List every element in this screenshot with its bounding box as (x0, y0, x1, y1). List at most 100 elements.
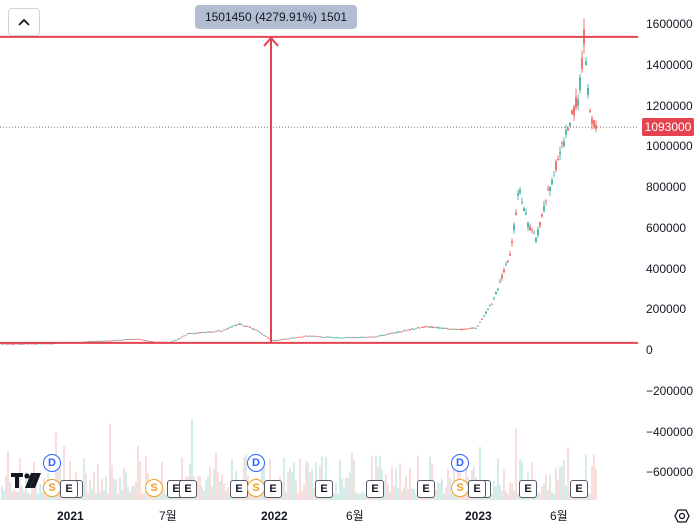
candle-body (547, 188, 549, 190)
volume-bar (103, 490, 105, 500)
volume-bar (333, 493, 335, 500)
volume-bar (365, 493, 367, 500)
volume-bar (87, 492, 89, 500)
candle-body (241, 324, 243, 326)
volume-bar (379, 456, 381, 500)
volume-bar (205, 480, 207, 500)
candle-body (129, 338, 131, 340)
candle-body (421, 327, 423, 328)
event-marker-s[interactable]: S (145, 479, 163, 497)
candle-body (367, 336, 369, 338)
event-marker-d[interactable]: D (247, 454, 265, 472)
candle-body (429, 326, 431, 328)
candle-body (29, 343, 31, 345)
candle-body (347, 337, 349, 339)
candle-body (449, 329, 451, 330)
candle-body (467, 328, 469, 330)
candle-body (301, 336, 303, 338)
volume-bar (201, 486, 203, 500)
candle-body (507, 260, 509, 263)
event-marker-e[interactable]: E (468, 480, 486, 498)
candle-body (483, 315, 485, 317)
volume-bar (221, 473, 223, 500)
volume-bar (585, 454, 587, 500)
price-candles (1, 18, 597, 345)
volume-bars (1, 418, 597, 500)
volume-bar (29, 493, 31, 500)
candle-body (31, 343, 33, 345)
candle-body (529, 226, 531, 231)
candle-body (297, 336, 299, 338)
candle-body (247, 326, 249, 327)
event-marker-e[interactable]: E (264, 480, 282, 498)
candle-body (239, 323, 241, 325)
volume-bar (165, 493, 167, 500)
candle-body (117, 339, 119, 341)
candle-body (215, 330, 217, 332)
event-marker-d[interactable]: D (43, 454, 61, 472)
candle-body (35, 343, 37, 345)
candle-body (453, 328, 455, 330)
tradingview-logo[interactable] (10, 470, 44, 490)
volume-bar (495, 486, 497, 500)
candle-body (229, 327, 231, 328)
volume-bar (547, 490, 549, 500)
event-marker-e[interactable]: E (366, 480, 384, 498)
event-marker-e[interactable]: E (570, 480, 588, 498)
candle-body (541, 214, 543, 217)
volume-bar (91, 489, 93, 500)
volume-bar (219, 481, 221, 500)
event-marker-e[interactable]: E (519, 480, 537, 498)
event-marker-e[interactable]: E (179, 480, 197, 498)
candle-body (257, 330, 259, 332)
candle-body (293, 337, 295, 339)
event-marker-e[interactable]: E (230, 480, 248, 498)
candle-body (189, 333, 191, 334)
volume-bar (451, 491, 453, 500)
candle-body (497, 288, 499, 290)
volume-bar (389, 491, 391, 500)
candle-body (461, 328, 463, 330)
candle-body (103, 340, 105, 342)
volume-bar (269, 459, 271, 500)
candle-body (515, 212, 517, 215)
volume-bar (15, 491, 17, 500)
candle-body (305, 335, 307, 337)
event-marker-s[interactable]: S (451, 479, 469, 497)
candle-body (381, 334, 383, 336)
volume-bar (303, 484, 305, 500)
event-marker-s[interactable]: S (43, 479, 61, 497)
volume-bar (245, 454, 247, 500)
candle-body (419, 327, 421, 329)
volume-bar (289, 467, 291, 500)
candle-body (261, 333, 263, 335)
volume-bar (291, 471, 293, 500)
volume-bar (493, 481, 495, 500)
x-tick-label: 2023 (465, 509, 492, 523)
settings-button[interactable] (671, 506, 693, 526)
volume-bar (293, 462, 295, 500)
candle-body (217, 330, 219, 332)
volume-bar (113, 478, 115, 500)
volume-bar (515, 428, 517, 500)
event-marker-d[interactable]: D (451, 454, 469, 472)
collapse-button[interactable] (8, 8, 40, 36)
candle-body (493, 298, 495, 300)
candle-body (203, 332, 205, 334)
candle-body (517, 193, 519, 196)
volume-bar (593, 454, 595, 500)
volume-bar (437, 482, 439, 500)
candle-body (131, 338, 133, 340)
event-marker-e[interactable]: E (315, 480, 333, 498)
volume-bar (557, 479, 559, 500)
candle-body (573, 106, 575, 116)
event-marker-e[interactable]: E (60, 480, 78, 498)
event-marker-s[interactable]: S (247, 479, 265, 497)
event-marker-e[interactable]: E (417, 480, 435, 498)
candle-body (313, 335, 315, 337)
volume-bar (505, 491, 507, 500)
volume-bar (253, 493, 255, 500)
candle-body (491, 303, 493, 305)
measure-tool[interactable] (0, 35, 638, 344)
